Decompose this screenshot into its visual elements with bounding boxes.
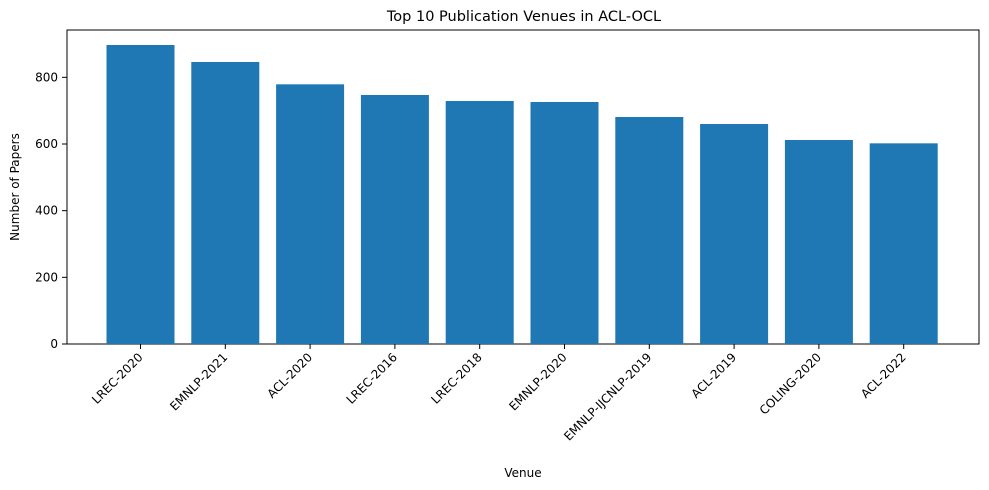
bars-group <box>106 45 938 344</box>
x-axis-label: Venue <box>504 466 541 480</box>
x-tick-label-lrec-2020: LREC-2020 <box>89 350 145 406</box>
bar-acl-2020 <box>276 84 345 344</box>
x-tick-label-emnlp-2020: EMNLP-2020 <box>506 350 569 413</box>
bar-acl-2022 <box>869 143 938 344</box>
bar-coling-2020 <box>784 140 853 344</box>
plot-frame <box>66 29 980 345</box>
x-tick-label-acl-2019: ACL-2019 <box>688 350 739 401</box>
y-axis: 0 200 400 600 800 <box>35 70 67 351</box>
x-tick-label-coling-2020: COLING-2020 <box>757 350 824 417</box>
x-axis: LREC-2020 EMNLP-2021 ACL-2020 LREC-2016 LREC… <box>89 344 909 443</box>
y-tick-label: 0 <box>50 337 58 351</box>
y-tick-label: 200 <box>35 270 58 284</box>
bar-lrec-2018 <box>445 101 514 344</box>
x-tick-label-lrec-2016: LREC-2016 <box>344 350 400 406</box>
bar-lrec-2016 <box>360 95 429 344</box>
y-axis-label: Number of Papers <box>8 133 22 241</box>
bar-emnlp-2020 <box>530 102 599 344</box>
bar-acl-2019 <box>700 124 769 344</box>
x-tick-label-lrec-2018: LREC-2018 <box>428 350 484 406</box>
bar-emnlp-2021 <box>191 62 260 344</box>
y-tick-label: 800 <box>35 70 58 84</box>
x-tick-label-acl-2020: ACL-2020 <box>264 350 315 401</box>
x-tick-label-emnlp-2021: EMNLP-2021 <box>167 350 230 413</box>
bar-emnlp-ijcnlp-2019 <box>615 117 684 344</box>
x-tick-label-acl-2022: ACL-2022 <box>858 350 909 401</box>
x-tick-label-emnlp-ijcnlp-2019: EMNLP-IJCNLP-2019 <box>561 350 654 443</box>
plot-area: 0 200 400 600 800 LREC-2020 EMNLP-2021 ACL-202… <box>35 29 980 443</box>
bar-lrec-2020 <box>106 45 175 344</box>
y-tick-label: 400 <box>35 204 58 218</box>
y-tick-label: 600 <box>35 137 58 151</box>
chart-title: Top 10 Publication Venues in ACL-OCL <box>386 9 661 25</box>
